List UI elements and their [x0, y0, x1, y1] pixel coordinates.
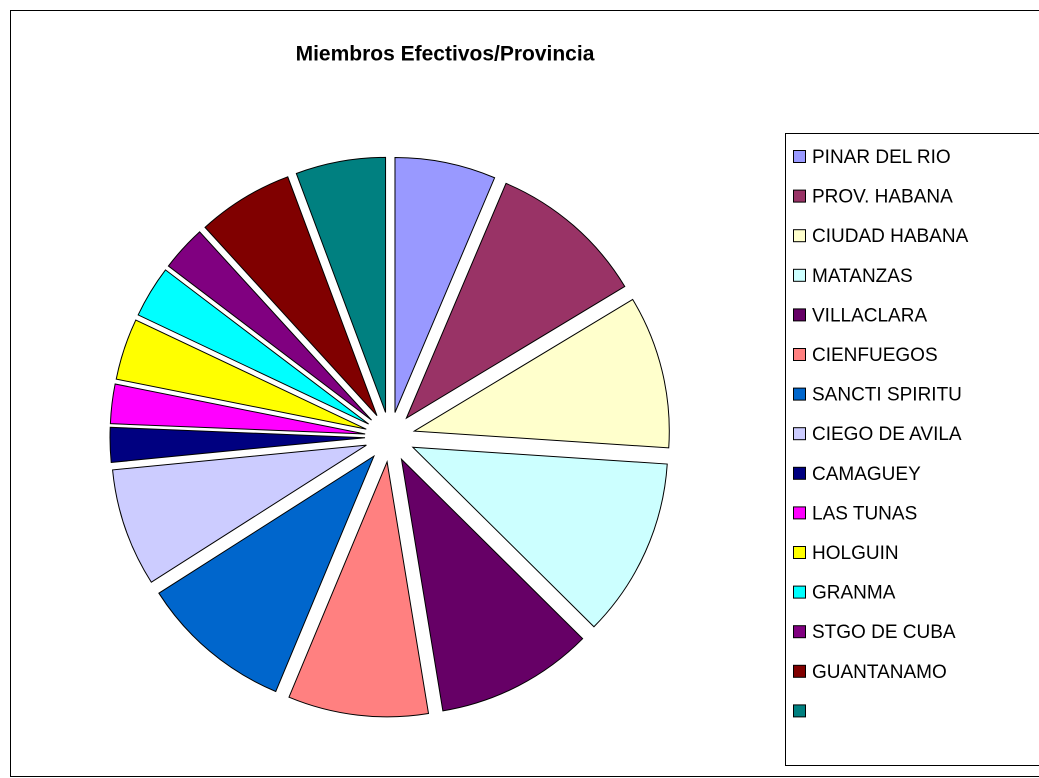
pie-slice — [204, 176, 378, 417]
pie-slice — [167, 231, 372, 421]
pie-slice — [112, 444, 367, 583]
legend-label: GRANMA — [812, 583, 896, 604]
legend-label: CIUDAD HABANA — [812, 226, 969, 247]
legend-box — [785, 133, 1039, 766]
legend-swatch — [793, 427, 806, 441]
legend-swatch — [793, 546, 806, 559]
pie-slice — [137, 269, 369, 425]
legend-swatch — [793, 348, 806, 361]
legend-swatch — [793, 308, 806, 322]
legend-label: VILLACLARA — [812, 305, 927, 326]
legend-swatch — [793, 506, 806, 520]
pie-slice — [109, 383, 366, 435]
legend-swatch — [793, 268, 806, 282]
legend-label: LAS TUNAS — [812, 503, 917, 524]
legend-label: SANCTI SPIRITU — [812, 385, 962, 406]
legend-label: CIENFUEGOS — [812, 345, 938, 366]
chart-title: Miembros Efectivos/Provincia — [296, 43, 595, 66]
legend-label: CIEGO DE AVILA — [812, 424, 962, 445]
pie-slice — [158, 454, 375, 693]
pie-slice — [394, 157, 496, 413]
legend-swatch — [793, 585, 806, 599]
legend-label: GUANTANAMO — [812, 662, 947, 683]
legend-label: HOLGUIN — [812, 543, 899, 564]
legend-swatch — [793, 625, 806, 639]
legend-label: CAMAGUEY — [812, 464, 921, 485]
legend-label: STGO DE CUBA — [812, 622, 956, 643]
legend-swatch — [793, 150, 806, 163]
legend-swatch — [793, 704, 806, 718]
pie-slice — [405, 182, 626, 420]
pie-slice — [412, 298, 670, 449]
legend-swatch — [793, 229, 806, 243]
legend-swatch — [793, 189, 806, 203]
pie-slice — [295, 156, 387, 413]
pie-slice — [411, 446, 668, 628]
pie-slice — [288, 460, 430, 718]
legend-swatch — [793, 466, 806, 480]
legend-swatch — [793, 387, 806, 401]
pie-slice — [115, 319, 367, 430]
legend-label: PINAR DEL RIO — [812, 147, 951, 168]
legend-label: MATANZAS — [812, 266, 913, 287]
pie-slice — [109, 426, 366, 463]
legend-label: PROV. HABANA — [812, 187, 953, 208]
pie-slice — [400, 457, 584, 712]
legend-swatch — [793, 664, 806, 678]
